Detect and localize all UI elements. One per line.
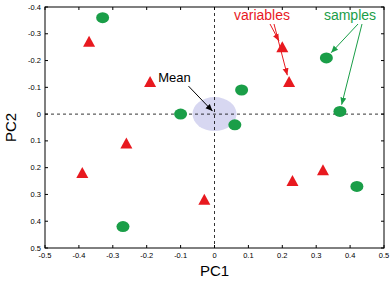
x-tick-top: [316, 7, 317, 10]
x-tick-top: [78, 7, 79, 10]
y-tick-right: [381, 194, 384, 195]
x-tick: [248, 245, 249, 248]
series-arrow: [274, 24, 287, 75]
x-tick-label: -0.3: [106, 251, 119, 260]
y-tick-right: [381, 7, 384, 8]
x-tick: [316, 245, 317, 248]
x-axis-label: PC1: [200, 262, 229, 279]
series-label: variables: [234, 7, 290, 23]
y-tick: [45, 60, 48, 61]
variable-point: [198, 194, 210, 205]
mean-label: Mean: [158, 70, 191, 85]
x-tick-top: [146, 7, 147, 10]
x-tick-label: -0.4: [72, 251, 85, 260]
variable-point: [120, 138, 132, 149]
y-tick-right: [381, 114, 384, 115]
mean-arrow: [189, 86, 213, 111]
y-tick-right: [381, 221, 384, 222]
y-tick-label: 0: [37, 110, 41, 119]
x-tick-label: -0.1: [174, 251, 187, 260]
x-tick-label: 0.3: [311, 251, 321, 260]
x-tick-label: -0.2: [140, 251, 153, 260]
sample-point: [333, 106, 346, 117]
y-tick-label: -0.4: [28, 3, 41, 12]
points: [76, 12, 363, 232]
chart: -0.5-0.4-0.3-0.2-0.100.10.20.30.40.5-0.4…: [0, 0, 392, 282]
y-tick-label: 0.2: [31, 163, 41, 172]
sample-point: [350, 181, 363, 192]
sample-point: [116, 221, 129, 232]
y-tick-label: 0.4: [31, 217, 41, 226]
y-tick: [45, 167, 48, 168]
variable-point: [83, 36, 95, 47]
y-tick: [45, 140, 48, 141]
x-tick: [214, 245, 215, 248]
x-tick-label: 0.4: [345, 251, 355, 260]
sample-point: [235, 85, 248, 96]
x-tick-top: [214, 7, 215, 10]
x-tick-label: 0.2: [277, 251, 287, 260]
y-tick-label: -0.1: [28, 83, 41, 92]
x-tick: [78, 245, 79, 248]
y-tick: [45, 114, 48, 115]
x-tick-label: 0.5: [379, 251, 389, 260]
variable-point: [276, 41, 288, 52]
series-arrow: [331, 24, 358, 53]
sample-point: [228, 119, 241, 130]
y-tick: [45, 33, 48, 34]
y-tick-right: [381, 60, 384, 61]
x-tick-top: [180, 7, 181, 10]
series-arrow: [342, 24, 362, 105]
y-tick-label: 0.3: [31, 190, 41, 199]
x-tick: [282, 245, 283, 248]
sample-point: [96, 12, 109, 23]
y-tick: [45, 221, 48, 222]
y-tick-right: [381, 33, 384, 34]
x-tick-label: 0: [212, 251, 216, 260]
series-label: samples: [324, 7, 376, 23]
x-tick-top: [112, 7, 113, 10]
y-tick-label: -0.3: [28, 29, 41, 38]
x-tick: [112, 245, 113, 248]
y-tick-right: [381, 248, 384, 249]
y-tick-label: 0.5: [31, 244, 41, 253]
x-tick-label: 0.1: [243, 251, 253, 260]
y-tick-label: -0.2: [28, 56, 41, 65]
variable-point: [317, 164, 329, 175]
plot-frame: [45, 7, 384, 248]
y-tick-label: 0.1: [31, 136, 41, 145]
x-tick: [146, 245, 147, 248]
sample-point: [174, 109, 187, 120]
variable-point: [76, 167, 88, 178]
sample-point: [320, 52, 333, 63]
variable-point: [283, 76, 295, 87]
y-tick-right: [381, 167, 384, 168]
y-tick: [45, 87, 48, 88]
x-tick: [350, 245, 351, 248]
zero-line-y: [45, 114, 384, 115]
x-tick: [180, 245, 181, 248]
y-tick-right: [381, 87, 384, 88]
y-tick: [45, 194, 48, 195]
y-tick-right: [381, 140, 384, 141]
y-tick: [45, 7, 48, 8]
zero-line-x: [214, 7, 215, 248]
y-axis-label: PC2: [2, 113, 19, 142]
y-tick: [45, 248, 48, 249]
variable-point: [144, 76, 156, 87]
variable-point: [286, 175, 298, 186]
